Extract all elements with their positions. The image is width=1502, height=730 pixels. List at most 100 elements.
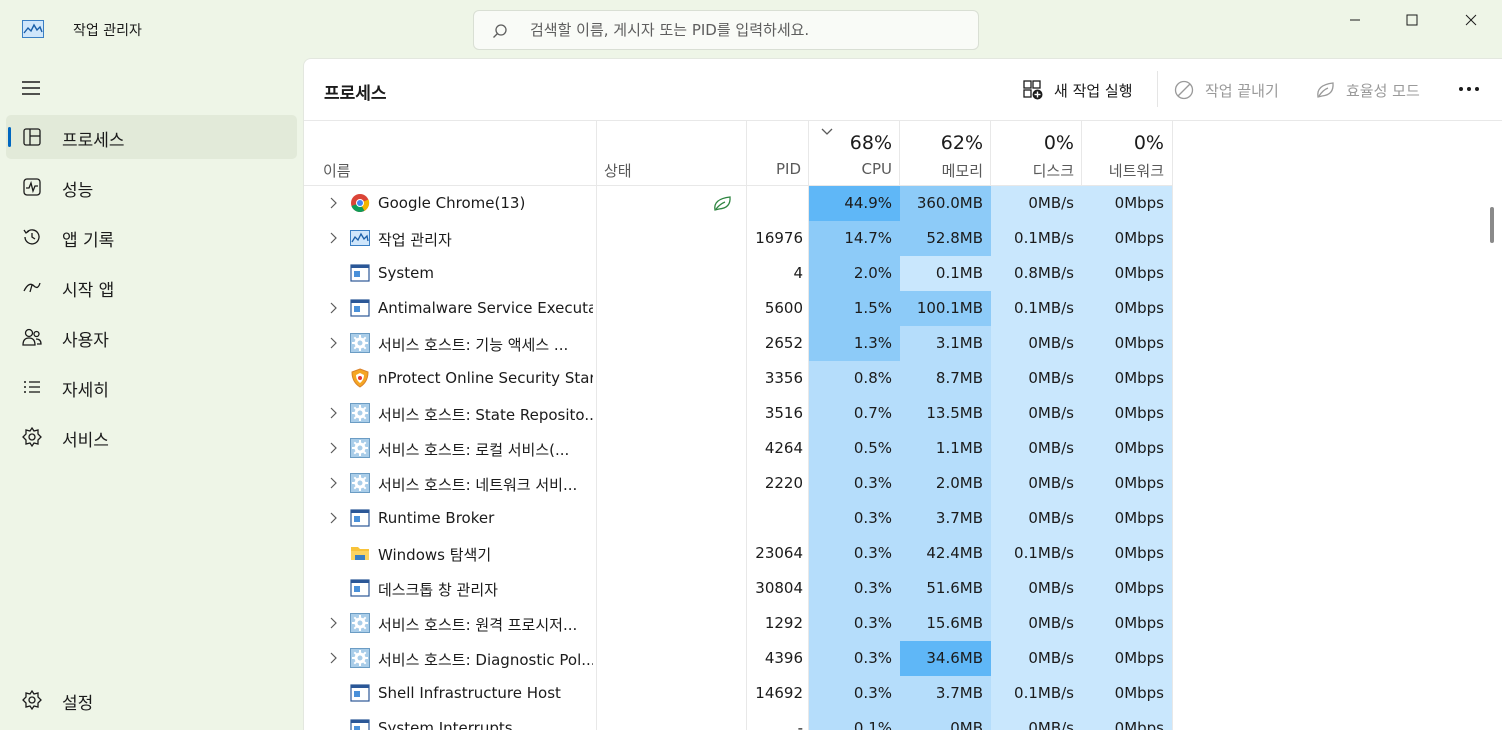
app-title: 작업 관리자	[73, 23, 142, 39]
process-disk: 0.1MB/s	[991, 676, 1082, 711]
table-row[interactable]: 작업 관리자 16976 14.7% 52.8MB 0.1MB/s 0Mbps	[304, 221, 1172, 256]
column-header-disk[interactable]: 디스크	[1032, 162, 1074, 180]
sidebar-item-processes[interactable]: 프로세스	[6, 115, 297, 159]
process-name: 데스크톱 창 관리자	[378, 581, 498, 599]
process-network: 0Mbps	[1082, 641, 1172, 676]
process-disk: 0MB/s	[991, 326, 1082, 361]
table-row[interactable]: 서비스 호스트: 네트워크 서비... 2220 0.3% 2.0MB 0MB/s 0Mb…	[304, 466, 1172, 501]
column-header-cpu[interactable]: CPU	[861, 160, 893, 178]
process-disk: 0MB/s	[991, 186, 1082, 221]
chevron-right-icon[interactable]	[328, 512, 338, 524]
process-cpu: 0.3%	[809, 606, 900, 641]
chevron-right-icon[interactable]	[328, 302, 338, 314]
process-pid: -	[797, 719, 803, 730]
table-header-divider	[304, 185, 1172, 186]
search-input[interactable]	[530, 19, 960, 41]
process-memory: 52.8MB	[900, 221, 991, 256]
process-memory: 34.6MB	[900, 641, 991, 676]
run-new-task-label: 새 작업 실행	[1054, 81, 1133, 100]
chevron-right-icon[interactable]	[328, 337, 338, 349]
table-row[interactable]: 서비스 호스트: Diagnostic Pol... 4396 0.3% 34.6MB…	[304, 641, 1172, 676]
table-row[interactable]: Google Chrome(13) 44.9% 360.0MB 0MB/s 0Mbps	[304, 186, 1172, 221]
table-row[interactable]: nProtect Online Security Start... 3356 0.8…	[304, 361, 1172, 396]
search-box[interactable]	[473, 10, 979, 50]
title-bar: 작업 관리자	[0, 0, 1502, 58]
process-disk: 0.1MB/s	[991, 291, 1082, 326]
sidebar-item-startup-apps[interactable]: 시작 앱	[6, 265, 297, 309]
process-name: 작업 관리자	[378, 231, 452, 249]
sidebar-item-services[interactable]: 서비스	[6, 415, 297, 459]
table-row[interactable]: 서비스 호스트: 로컬 서비스(... 4264 0.5% 1.1MB 0MB/s 0Mb…	[304, 431, 1172, 466]
column-divider	[596, 121, 597, 730]
column-header-name[interactable]: 이름	[323, 162, 351, 180]
more-options-icon[interactable]	[1454, 79, 1484, 99]
table-row[interactable]: Runtime Broker 0.3% 3.7MB 0MB/s 0Mbps	[304, 501, 1172, 536]
sidebar-item-label: 서비스	[62, 431, 109, 451]
table-row[interactable]: 서비스 호스트: 기능 액세스 ... 2652 1.3% 3.1MB 0MB/s 0Mb…	[304, 326, 1172, 361]
process-memory: 3.7MB	[900, 676, 991, 711]
toolbar-divider	[1157, 71, 1158, 107]
system-window-icon	[350, 578, 370, 598]
efficiency-mode-button[interactable]: 효율성 모드	[1314, 77, 1420, 103]
table-row[interactable]: 서비스 호스트: State Reposito... 3516 0.7% 13.5MB…	[304, 396, 1172, 431]
sidebar-item-settings[interactable]: 설정	[6, 678, 297, 722]
system-window-icon	[350, 718, 370, 730]
table-row[interactable]: Shell Infrastructure Host 14692 0.3% 3.7MB 0…	[304, 676, 1172, 711]
process-memory: 0MB	[900, 711, 991, 730]
sidebar-item-app-history[interactable]: 앱 기록	[6, 215, 297, 259]
process-memory: 8.7MB	[900, 361, 991, 396]
process-memory: 3.7MB	[900, 501, 991, 536]
process-pid: 3356	[764, 369, 803, 387]
chevron-right-icon[interactable]	[328, 197, 338, 209]
vertical-scrollbar-thumb[interactable]	[1490, 207, 1494, 243]
process-network: 0Mbps	[1082, 606, 1172, 641]
hamburger-menu-icon[interactable]	[20, 78, 44, 98]
minimize-button[interactable]	[1326, 0, 1384, 40]
run-new-task-button[interactable]: 새 작업 실행	[1022, 77, 1133, 103]
process-pid: 5600	[764, 299, 803, 317]
table-row[interactable]: 서비스 호스트: 원격 프로시저... 1292 0.3% 15.6MB 0MB/s 0M…	[304, 606, 1172, 641]
process-cpu: 0.3%	[809, 571, 900, 606]
chevron-right-icon[interactable]	[328, 407, 338, 419]
process-disk: 0MB/s	[991, 571, 1082, 606]
task-manager-icon	[350, 228, 370, 248]
process-disk: 0MB/s	[991, 641, 1082, 676]
process-cpu: 1.3%	[809, 326, 900, 361]
maximize-button[interactable]	[1383, 0, 1441, 40]
table-row[interactable]: 데스크톱 창 관리자 30804 0.3% 51.6MB 0MB/s 0Mbps	[304, 571, 1172, 606]
process-cpu: 0.3%	[809, 676, 900, 711]
process-network: 0Mbps	[1082, 431, 1172, 466]
end-task-button[interactable]: 작업 끝내기	[1173, 77, 1279, 103]
app-history-icon	[23, 229, 40, 245]
process-pid	[747, 501, 809, 536]
chevron-right-icon[interactable]	[328, 477, 338, 489]
process-cpu: 44.9%	[809, 186, 900, 221]
table-row[interactable]: System Interrupts -0.1% 0MB 0MB/s 0Mbps	[304, 711, 1172, 730]
sidebar-item-label: 앱 기록	[62, 231, 115, 251]
column-header-status[interactable]: 상태	[604, 162, 632, 180]
chevron-right-icon[interactable]	[328, 652, 338, 664]
chevron-right-icon[interactable]	[328, 442, 338, 454]
sidebar-item-users[interactable]: 사용자	[6, 315, 297, 359]
gear-service-icon	[350, 333, 370, 353]
close-button[interactable]	[1442, 0, 1500, 40]
process-network: 0Mbps	[1082, 221, 1172, 256]
chevron-right-icon[interactable]	[328, 232, 338, 244]
process-cpu: 0.7%	[809, 396, 900, 431]
process-network: 0Mbps	[1082, 361, 1172, 396]
sidebar-item-performance[interactable]: 성능	[6, 165, 297, 209]
column-header-pid[interactable]: PID	[775, 160, 801, 178]
process-network: 0Mbps	[1082, 186, 1172, 221]
table-row[interactable]: Antimalware Service Executa... 5600 1.5% 10…	[304, 291, 1172, 326]
table-row[interactable]: System 4 2.0% 0.1MB 0.8MB/s 0Mbps	[304, 256, 1172, 291]
chevron-right-icon[interactable]	[328, 617, 338, 629]
minimize-icon	[1350, 19, 1360, 21]
sidebar-item-details[interactable]: 자세히	[6, 365, 297, 409]
memory-total-percent: 62%	[940, 132, 983, 154]
column-header-memory[interactable]: 메모리	[941, 162, 983, 180]
process-name: 서비스 호스트: 네트워크 서비...	[378, 476, 578, 494]
process-disk: 0MB/s	[991, 711, 1082, 730]
table-row[interactable]: Windows 탐색기 23064 0.3% 42.4MB 0.1MB/s 0Mbps	[304, 536, 1172, 571]
process-disk: 0MB/s	[991, 396, 1082, 431]
column-header-network[interactable]: 네트워크	[1108, 162, 1164, 180]
